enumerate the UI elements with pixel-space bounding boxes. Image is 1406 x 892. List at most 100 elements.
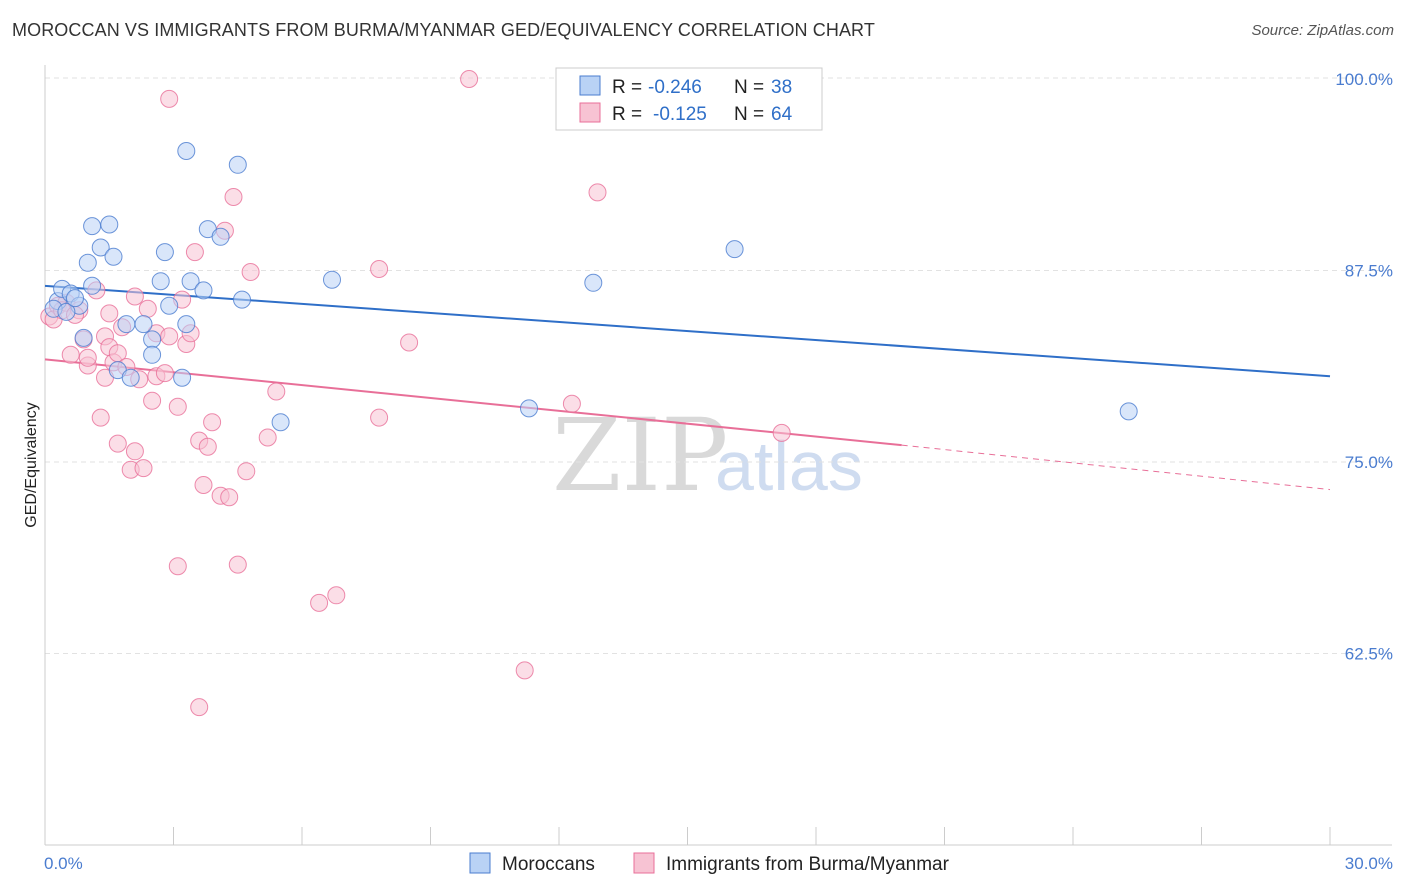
- point-moroccans: [78, 253, 97, 272]
- axes: 62.5% 75.0% 87.5% 100.0% 0.0% 30.0%: [44, 65, 1393, 873]
- point-moroccans: [194, 281, 213, 300]
- point-burma: [310, 593, 329, 612]
- point-burma: [241, 263, 260, 281]
- point-moroccans: [271, 413, 290, 432]
- point-moroccans: [83, 276, 102, 295]
- point-burma: [194, 476, 213, 494]
- legend-swatch-burma: [579, 102, 601, 123]
- point-burma: [327, 586, 346, 605]
- point-burma: [125, 287, 144, 306]
- point-burma: [370, 260, 389, 278]
- point-burma: [190, 698, 209, 717]
- point-burma: [203, 413, 222, 432]
- point-moroccans: [66, 289, 84, 308]
- point-moroccans: [584, 273, 603, 292]
- point-burma: [228, 555, 247, 574]
- point-burma: [168, 397, 187, 416]
- point-moroccans: [233, 290, 251, 309]
- bottom-legend: Moroccans Immigrants from Burma/Myanmar: [469, 852, 950, 875]
- legend-box: R = -0.246 N = 38 R = -0.125 N = 64: [555, 67, 823, 131]
- y-tick-label: 75.0%: [1345, 453, 1393, 472]
- y-axis-label: GED/Equivalency: [23, 402, 40, 527]
- point-burma: [237, 462, 256, 481]
- point-moroccans: [173, 368, 192, 387]
- point-moroccans: [83, 217, 102, 236]
- point-moroccans: [121, 368, 140, 387]
- point-burma: [370, 408, 389, 427]
- bottom-legend-swatch-burma: [633, 852, 655, 874]
- watermark-zip: ZIP: [552, 397, 728, 514]
- legend-n-value-1: 38: [771, 77, 792, 98]
- point-burma: [160, 327, 179, 346]
- point-moroccans: [104, 247, 123, 266]
- point-moroccans: [160, 296, 179, 315]
- y-tick-label: 87.5%: [1345, 262, 1393, 281]
- point-moroccans: [177, 315, 196, 334]
- point-moroccans: [323, 270, 341, 289]
- x-tick-label: 30.0%: [1345, 854, 1393, 873]
- point-burma: [258, 428, 277, 447]
- legend-r-label-1: R =: [612, 77, 642, 98]
- point-burma: [91, 408, 110, 427]
- point-burma: [138, 299, 157, 318]
- point-burma: [125, 442, 144, 461]
- point-burma: [134, 459, 153, 478]
- trend-line-burma-extension: [901, 444, 1331, 491]
- watermark-atlas: atlas: [715, 427, 863, 505]
- point-burma: [61, 345, 80, 364]
- legend-r-value-1: -0.246: [648, 77, 702, 98]
- point-moroccans: [91, 238, 110, 257]
- point-burma: [143, 391, 162, 410]
- point-moroccans: [143, 345, 162, 364]
- bottom-legend-burma: Immigrants from Burma/Myanmar: [666, 854, 950, 875]
- point-moroccans: [1119, 402, 1138, 421]
- point-burma: [562, 394, 581, 413]
- point-burma: [588, 183, 607, 202]
- y-tick-label: 100.0%: [1335, 70, 1393, 89]
- legend-r-value-2: -0.125: [653, 104, 707, 125]
- point-burma: [160, 89, 179, 108]
- trend-line-moroccans: [44, 284, 1331, 378]
- chart-title: MOROCCAN VS IMMIGRANTS FROM BURMA/MYANMA…: [12, 20, 875, 40]
- point-burma: [224, 188, 243, 206]
- point-burma: [220, 488, 239, 507]
- legend-n-label-2: N =: [734, 104, 764, 125]
- point-moroccans: [74, 328, 93, 347]
- point-burma: [185, 243, 204, 262]
- point-burma: [100, 304, 119, 323]
- source-label: Source: ZipAtlas.com: [1251, 22, 1394, 39]
- point-moroccans: [177, 142, 196, 160]
- point-burma: [155, 364, 174, 383]
- point-burma: [515, 661, 534, 680]
- point-moroccans: [520, 399, 538, 418]
- y-tick-label: 62.5%: [1345, 645, 1393, 664]
- point-burma: [198, 437, 217, 456]
- point-moroccans: [181, 272, 200, 291]
- legend-n-label-1: N =: [734, 77, 764, 98]
- x-tick-label: 0.0%: [44, 854, 83, 873]
- legend-n-value-2: 64: [771, 104, 793, 125]
- legend-swatch-moroccans: [579, 75, 601, 96]
- point-moroccans: [100, 215, 119, 234]
- point-moroccans: [151, 272, 170, 291]
- point-moroccans: [143, 330, 162, 349]
- point-burma: [772, 423, 791, 442]
- point-burma: [78, 348, 97, 367]
- point-burma: [267, 382, 286, 401]
- point-moroccans: [117, 315, 136, 334]
- point-burma: [168, 557, 187, 576]
- point-moroccans: [155, 243, 174, 262]
- point-moroccans: [57, 302, 76, 321]
- point-moroccans: [228, 155, 247, 174]
- point-moroccans: [725, 240, 744, 259]
- legend-r-label-2: R =: [612, 104, 642, 125]
- point-moroccans: [211, 227, 230, 246]
- point-burma: [400, 333, 419, 352]
- point-burma: [460, 70, 479, 88]
- bottom-legend-swatch-moroccans: [469, 852, 491, 874]
- point-moroccans: [134, 315, 153, 334]
- bottom-legend-moroccans: Moroccans: [502, 854, 595, 875]
- data-points: [40, 70, 1138, 717]
- point-burma: [108, 434, 127, 453]
